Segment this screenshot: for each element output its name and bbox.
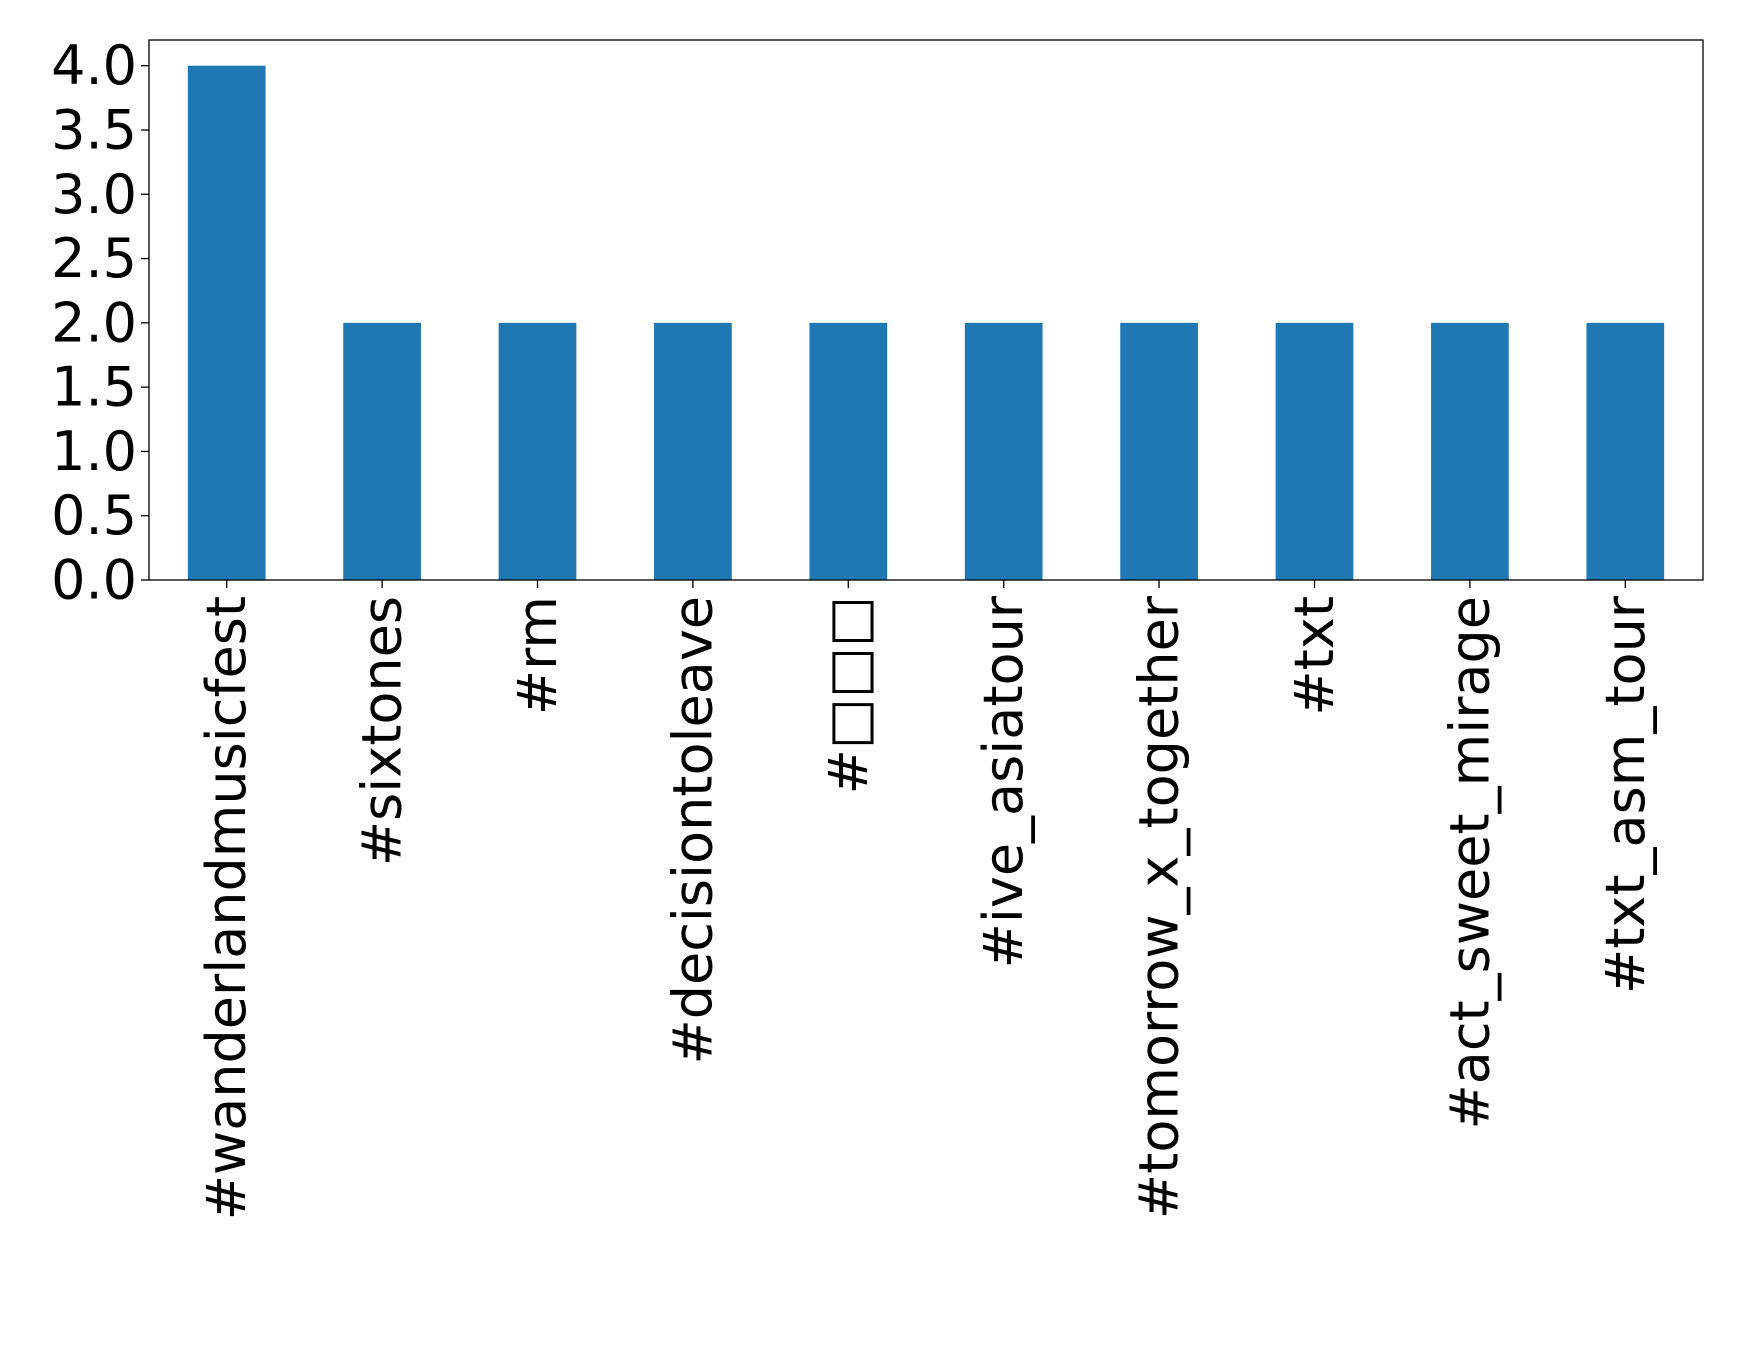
bar-2	[498, 322, 577, 580]
x-tick-label: #txt_asm_tour	[1594, 595, 1657, 994]
y-tick-label: 0.5	[51, 484, 137, 547]
bars-group	[187, 65, 1665, 580]
x-tick-label: #□□□	[817, 596, 880, 794]
x-tick-label: #rm	[506, 596, 569, 715]
x-tick-label: #txt	[1283, 596, 1346, 716]
y-tick-label: 3.0	[51, 163, 137, 226]
bar-9	[1586, 322, 1665, 580]
y-tick-label: 0.0	[51, 549, 137, 612]
y-tick-label: 1.0	[51, 420, 137, 483]
bar-7	[1275, 322, 1354, 580]
x-tick-label: #decisiontoleave	[661, 596, 724, 1065]
x-axis: #wanderlandmusicfest #sixtones #rm #decisio…	[195, 580, 1657, 1220]
y-axis: 0.00.51.01.52.02.53.03.54.0	[51, 34, 149, 612]
y-tick-label: 3.5	[51, 99, 137, 162]
bar-5	[964, 322, 1043, 580]
bar-3	[654, 322, 732, 580]
y-tick-label: 2.5	[51, 227, 137, 290]
x-tick-label: #wanderlandmusicfest	[195, 596, 258, 1220]
plot-frame	[148, 39, 1704, 581]
bar-8	[1431, 322, 1509, 580]
y-tick-label: 2.0	[51, 291, 137, 354]
bar-6	[1120, 322, 1198, 580]
bar-4	[809, 322, 888, 580]
x-tick-label: #sixtones	[351, 596, 414, 866]
y-tick-label: 4.0	[51, 34, 137, 97]
y-tick-label: 1.5	[51, 356, 137, 419]
x-tick-label: #ive_asiatour	[972, 595, 1035, 968]
x-tick-label: #act_sweet_mirage	[1438, 596, 1501, 1130]
bar-0	[187, 65, 266, 580]
x-tick-label: #tomorrow_x_together	[1128, 595, 1191, 1219]
bar-1	[343, 322, 421, 580]
